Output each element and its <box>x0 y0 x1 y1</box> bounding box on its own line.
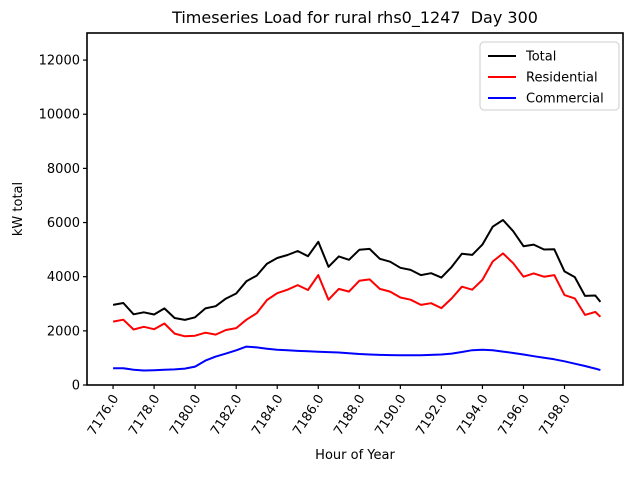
x-tick-label: 7198.0 <box>537 392 574 438</box>
line-total <box>112 219 602 321</box>
legend-box <box>479 41 620 111</box>
y-tick-label: 4000 <box>47 270 80 285</box>
x-tick-label: 7190.0 <box>372 392 409 438</box>
x-tick-label: 7192.0 <box>413 392 450 438</box>
x-tick-label: 7178.0 <box>126 392 163 438</box>
legend-label-commercial: Commercial <box>526 92 604 107</box>
x-tick-label: 7194.0 <box>454 392 491 438</box>
plot-frame <box>86 32 624 386</box>
y-tick-label: 10000 <box>39 108 80 123</box>
y-tick-label: 2000 <box>47 324 80 339</box>
y-tick-label: 6000 <box>47 216 80 231</box>
x-tick-label: 7180.0 <box>167 392 204 438</box>
x-tick-label: 7186.0 <box>290 392 327 438</box>
x-tick-label: 7182.0 <box>208 392 245 438</box>
y-tick-label: 8000 <box>47 162 80 177</box>
line-residential <box>112 252 602 338</box>
x-tick-label: 7196.0 <box>495 392 532 438</box>
x-tick-label: 7184.0 <box>249 392 286 438</box>
x-tick-label: 7188.0 <box>331 392 368 438</box>
line-commercial <box>113 345 601 372</box>
legend-label-total: Total <box>525 50 556 65</box>
x-tick-label: 7176.0 <box>85 392 122 438</box>
y-tick-label: 0 <box>72 379 80 394</box>
y-axis-label: kW total <box>11 182 26 236</box>
y-tick-label: 12000 <box>39 54 80 69</box>
x-axis-label: Hour of Year <box>315 448 395 463</box>
legend-label-residential: Residential <box>526 71 598 86</box>
chart-title: Timeseries Load for rural rhs0_1247 Day … <box>171 8 538 28</box>
plot-area: 7176.0 7178.0 7180.0 7182.0 7184.0 7186.0 7188… <box>39 32 624 438</box>
